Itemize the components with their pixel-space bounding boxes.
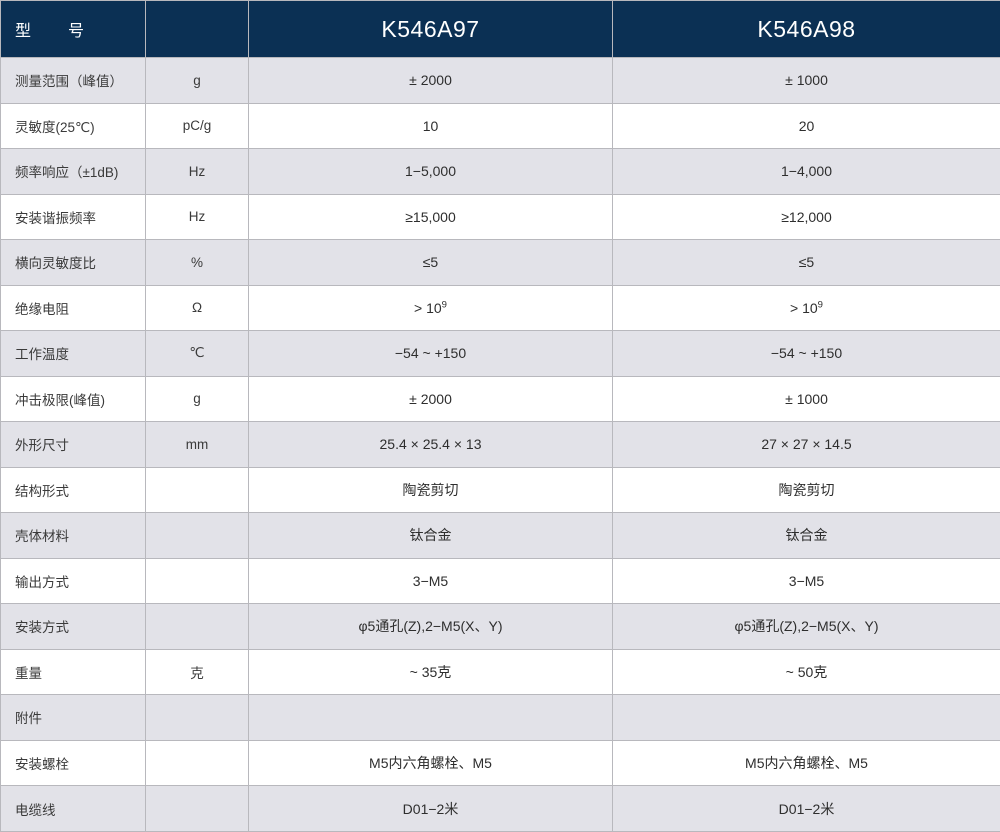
row-unit: Ω <box>145 284 249 332</box>
value-k546a97: 钛合金 <box>248 512 613 559</box>
value-k546a97: M5内六角螺栓、M5 <box>248 739 613 787</box>
row-label: 灵敏度(25℃) <box>0 102 146 150</box>
table-row: 工作温度 ℃ −54 ~ +150 −54 ~ +150 <box>0 330 1000 377</box>
row-unit: 克 <box>145 648 249 696</box>
value-k546a98-base: > 10 <box>790 299 818 316</box>
value-k546a97: ~ 35克 <box>248 648 613 696</box>
table-row: 安装方式 φ5通孔(Z),2−M5(X、Y) φ5通孔(Z),2−M5(X、Y) <box>0 603 1000 650</box>
row-unit <box>145 603 249 650</box>
row-label: 附件 <box>0 694 146 741</box>
value-k546a97: ± 2000 <box>248 57 613 104</box>
row-label: 结构形式 <box>0 466 146 514</box>
row-label: 冲击极限(峰值) <box>0 375 146 423</box>
value-k546a98: ≥12,000 <box>612 193 1000 241</box>
table-row: 频率响应（±1dB) Hz 1−5,000 1−4,000 <box>0 148 1000 195</box>
table-body: 测量范围（峰值） g ± 2000 ± 1000 灵敏度(25℃) pC/g 10 20 频率响… <box>0 57 1000 832</box>
table-row: 安装谐振频率 Hz ≥15,000 ≥12,000 <box>0 193 1000 241</box>
value-k546a97: ≥15,000 <box>248 193 613 241</box>
table-row: 安装螺栓 M5内六角螺栓、M5 M5内六角螺栓、M5 <box>0 739 1000 787</box>
row-label: 输出方式 <box>0 557 146 605</box>
row-unit <box>145 739 249 787</box>
model-label-part2: 号 <box>68 23 86 40</box>
table-row: 冲击极限(峰值) g ± 2000 ± 1000 <box>0 375 1000 423</box>
row-unit <box>145 512 249 559</box>
value-k546a98 <box>612 694 1000 741</box>
row-label: 工作温度 <box>0 330 146 377</box>
value-k546a98: ~ 50克 <box>612 648 1000 696</box>
table-row: 重量克 ~ 35克 ~ 50克 <box>0 648 1000 696</box>
row-label: 安装方式 <box>0 603 146 650</box>
table-row: 壳体材料 钛合金 钛合金 <box>0 512 1000 559</box>
row-unit: Hz <box>145 193 249 241</box>
table-row: 横向灵敏度比% ≤5 ≤5 <box>0 239 1000 286</box>
value-k546a98: 3−M5 <box>612 557 1000 605</box>
row-label: 绝缘电阻 <box>0 284 146 332</box>
value-k546a97: ± 2000 <box>248 375 613 423</box>
table-row: 灵敏度(25℃) pC/g 10 20 <box>0 102 1000 150</box>
row-label: 测量范围（峰值） <box>0 57 146 104</box>
value-k546a97: 1−5,000 <box>248 148 613 195</box>
row-label: 横向灵敏度比 <box>0 239 146 286</box>
value-k546a98: ± 1000 <box>612 57 1000 104</box>
row-unit: Hz <box>145 148 249 195</box>
value-k546a97: D01−2米 <box>248 785 613 832</box>
value-k546a98: 钛合金 <box>612 512 1000 559</box>
value-k546a98: 27 × 27 × 14.5 <box>612 421 1000 468</box>
header-row: 型号 K546A97 K546A98 <box>0 0 1000 58</box>
row-label: 安装螺栓 <box>0 739 146 787</box>
column-header-product-k546a98: K546A98 <box>612 0 1000 58</box>
value-k546a97: −54 ~ +150 <box>248 330 613 377</box>
value-k546a97-exponent: 9 <box>441 299 447 311</box>
value-k546a98: 1−4,000 <box>612 148 1000 195</box>
model-label-part1: 型 <box>15 23 33 40</box>
row-label: 重量 <box>0 648 146 696</box>
value-k546a98: > 109 <box>612 284 1000 332</box>
table-row: 电缆线 D01−2米 D01−2米 <box>0 785 1000 832</box>
value-k546a98: φ5通孔(Z),2−M5(X、Y) <box>612 603 1000 650</box>
row-unit <box>145 694 249 741</box>
table-row: 测量范围（峰值） g ± 2000 ± 1000 <box>0 57 1000 104</box>
value-k546a98: ≤5 <box>612 239 1000 286</box>
table-row: 附件 <box>0 694 1000 741</box>
value-k546a97: 陶瓷剪切 <box>248 466 613 514</box>
row-unit: pC/g <box>145 102 249 150</box>
row-unit: ℃ <box>145 330 249 377</box>
row-unit: g <box>145 375 249 423</box>
row-label: 安装谐振频率 <box>0 193 146 241</box>
row-unit <box>145 466 249 514</box>
row-label: 频率响应（±1dB) <box>0 148 146 195</box>
value-k546a98: −54 ~ +150 <box>612 330 1000 377</box>
row-unit: mm <box>145 421 249 468</box>
table-row: 绝缘电阻 Ω > 109 > 109 <box>0 284 1000 332</box>
table-row: 外形尺寸 mm 25.4 × 25.4 × 13 27 × 27 × 14.5 <box>0 421 1000 468</box>
table-row: 输出方式 3−M5 3−M5 <box>0 557 1000 605</box>
value-k546a97: 3−M5 <box>248 557 613 605</box>
column-header-model: 型号 <box>0 0 146 58</box>
row-label: 电缆线 <box>0 785 146 832</box>
row-unit <box>145 557 249 605</box>
row-unit <box>145 785 249 832</box>
value-k546a97: ≤5 <box>248 239 613 286</box>
value-k546a98: D01−2米 <box>612 785 1000 832</box>
row-unit: % <box>145 239 249 286</box>
value-k546a98: 陶瓷剪切 <box>612 466 1000 514</box>
value-k546a97: 25.4 × 25.4 × 13 <box>248 421 613 468</box>
table-row: 结构形式 陶瓷剪切 陶瓷剪切 <box>0 466 1000 514</box>
value-k546a97: φ5通孔(Z),2−M5(X、Y) <box>248 603 613 650</box>
value-k546a97 <box>248 694 613 741</box>
column-header-unit <box>145 0 249 58</box>
value-k546a98-exponent: 9 <box>817 299 823 311</box>
row-label: 外形尺寸 <box>0 421 146 468</box>
row-unit: g <box>145 57 249 104</box>
value-k546a97-base: > 10 <box>414 299 442 316</box>
value-k546a97: > 109 <box>248 284 613 332</box>
column-header-product-k546a97: K546A97 <box>248 0 613 58</box>
value-k546a97: 10 <box>248 102 613 150</box>
table-header: 型号 K546A97 K546A98 <box>0 0 1000 58</box>
value-k546a98: 20 <box>612 102 1000 150</box>
value-k546a98: M5内六角螺栓、M5 <box>612 739 1000 787</box>
value-k546a98: ± 1000 <box>612 375 1000 423</box>
row-label: 壳体材料 <box>0 512 146 559</box>
